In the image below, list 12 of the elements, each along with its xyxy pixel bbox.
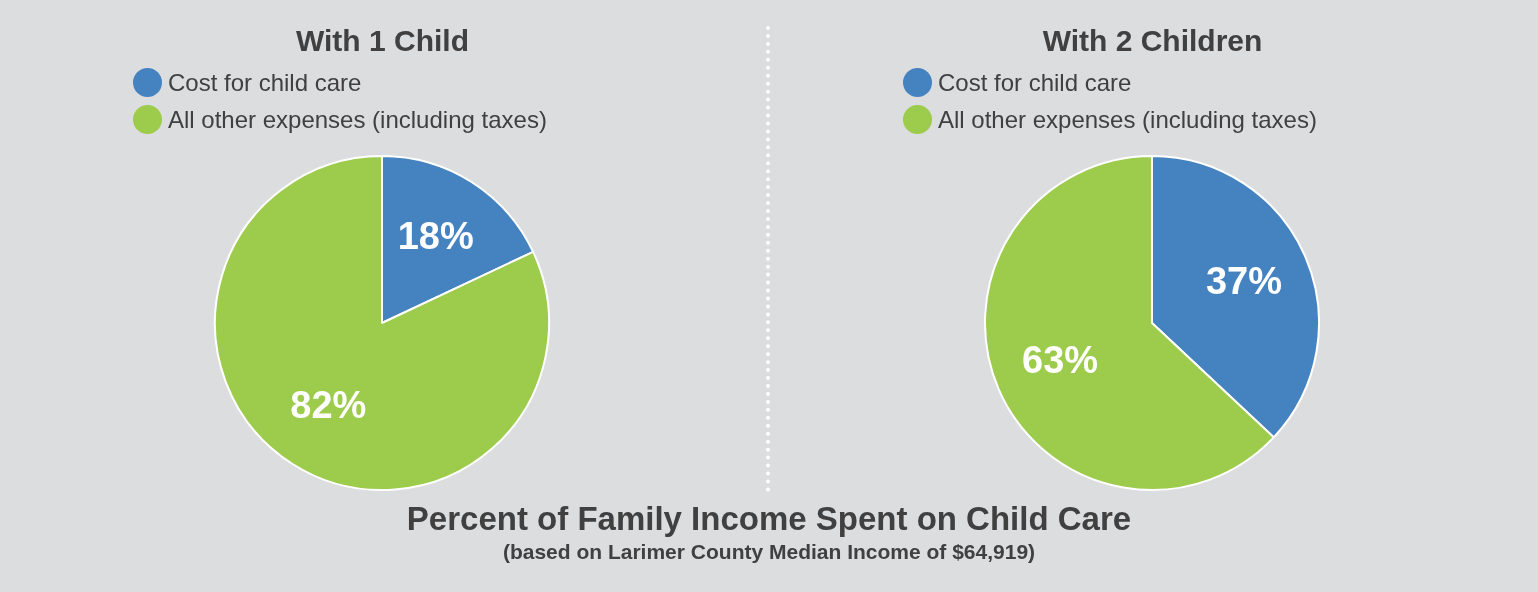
text: Percent of Family Income Spent on Child Care <box>405 500 1133 538</box>
data-label: 63% <box>1022 339 1099 382</box>
data-label: 37% <box>1205 259 1282 302</box>
legend-label: All other expenses (including taxes) <box>168 105 547 134</box>
legend-label: Cost for child care <box>168 68 362 97</box>
chart-title: With 1 Child <box>294 24 470 58</box>
data-label: 18% <box>397 214 474 257</box>
data-label: 82% <box>290 384 367 427</box>
legend-label: All other expenses (including taxes) <box>938 105 1317 134</box>
text: (based on Larimer County Median Income of $64,919) <box>501 540 1037 564</box>
legend-label: Cost for child care <box>938 68 1132 97</box>
chart-title: With 2 Children <box>1041 24 1264 58</box>
